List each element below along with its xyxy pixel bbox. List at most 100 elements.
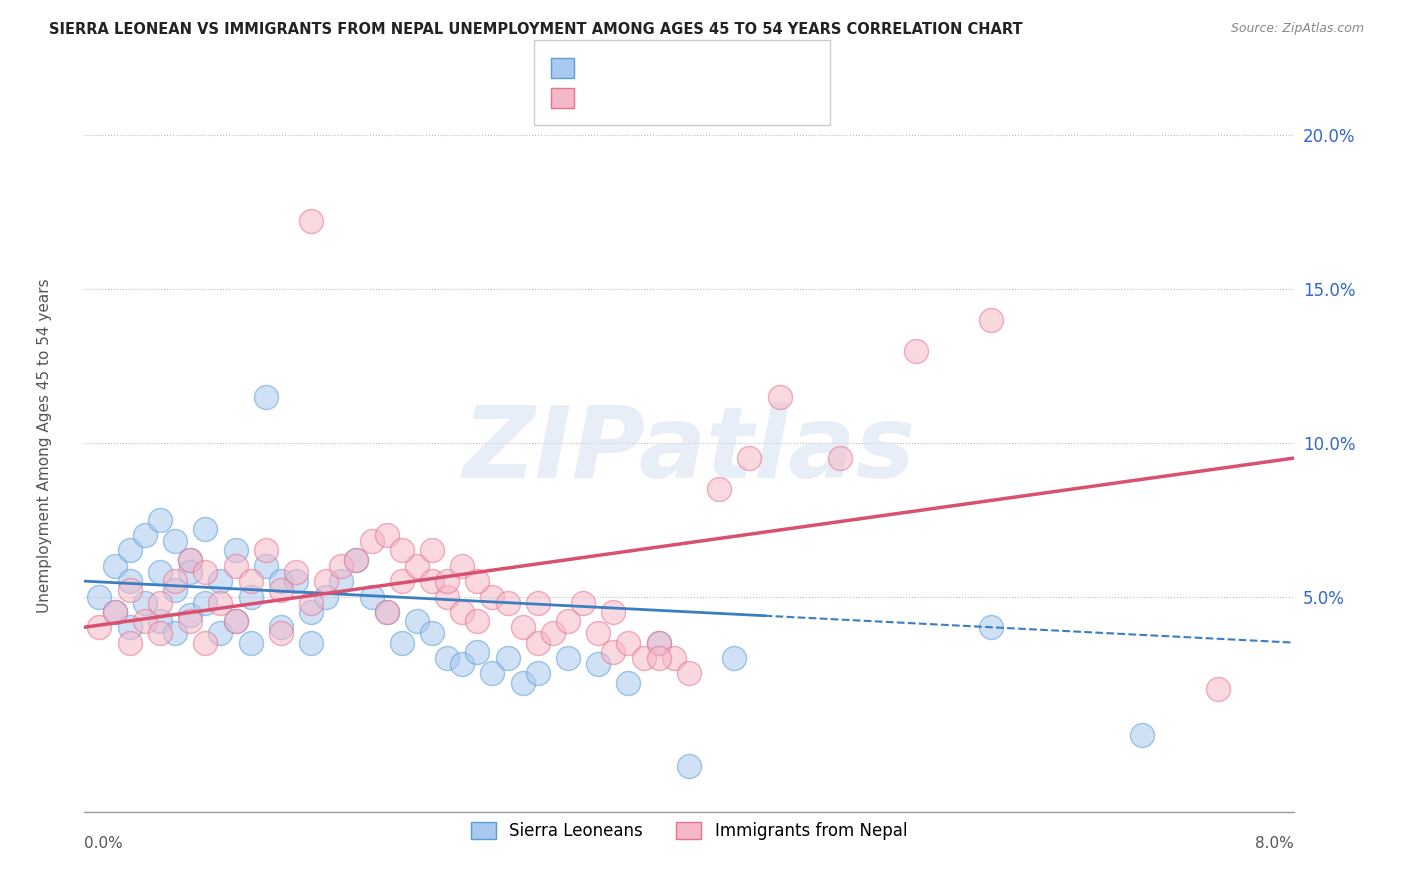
Point xyxy=(89,620,111,634)
Point xyxy=(512,675,534,690)
Point xyxy=(648,635,671,649)
Point xyxy=(980,620,1002,634)
Text: 63: 63 xyxy=(728,87,751,105)
Point xyxy=(134,614,156,628)
Point xyxy=(451,605,474,619)
Point xyxy=(225,614,247,628)
Point xyxy=(299,596,322,610)
Point xyxy=(678,758,700,772)
Point xyxy=(527,596,550,610)
Point xyxy=(391,635,413,649)
Point xyxy=(285,565,308,579)
Point xyxy=(375,605,398,619)
Point xyxy=(467,574,489,588)
Point xyxy=(209,596,232,610)
Point xyxy=(315,590,337,604)
Point xyxy=(299,214,322,228)
Text: N =: N = xyxy=(675,57,723,75)
Point xyxy=(830,451,852,466)
Point xyxy=(1206,681,1229,696)
Point xyxy=(557,651,579,665)
Text: Unemployment Among Ages 45 to 54 years: Unemployment Among Ages 45 to 54 years xyxy=(38,278,52,614)
Text: 0.387: 0.387 xyxy=(620,87,672,105)
Point xyxy=(572,596,595,610)
Text: SIERRA LEONEAN VS IMMIGRANTS FROM NEPAL UNEMPLOYMENT AMONG AGES 45 TO 54 YEARS C: SIERRA LEONEAN VS IMMIGRANTS FROM NEPAL … xyxy=(49,22,1022,37)
Point xyxy=(315,574,337,588)
Point xyxy=(980,313,1002,327)
Point xyxy=(165,574,187,588)
Point xyxy=(451,558,474,573)
Point xyxy=(1132,728,1154,742)
Point xyxy=(662,651,685,665)
Point xyxy=(617,675,640,690)
Point xyxy=(209,626,232,640)
Point xyxy=(541,626,564,640)
Point xyxy=(194,522,217,536)
Point xyxy=(89,590,111,604)
Point xyxy=(420,626,443,640)
Point xyxy=(149,626,172,640)
Point xyxy=(512,620,534,634)
Point xyxy=(481,666,503,681)
Point xyxy=(194,596,217,610)
Point xyxy=(118,620,141,634)
Point xyxy=(179,565,201,579)
Point xyxy=(285,574,308,588)
Point xyxy=(254,558,277,573)
Point xyxy=(467,645,489,659)
Point xyxy=(467,614,489,628)
Point xyxy=(633,651,655,665)
Point xyxy=(118,635,141,649)
Point xyxy=(617,635,640,649)
Point xyxy=(270,620,292,634)
Point xyxy=(179,607,201,622)
Point xyxy=(436,590,458,604)
Point xyxy=(239,590,262,604)
Point xyxy=(330,558,353,573)
Point xyxy=(299,605,322,619)
Point xyxy=(391,543,413,558)
Point xyxy=(179,614,201,628)
Point xyxy=(225,543,247,558)
Point xyxy=(738,451,761,466)
Point xyxy=(406,614,429,628)
Point xyxy=(149,513,172,527)
Text: -0.114: -0.114 xyxy=(620,57,679,75)
Point xyxy=(225,558,247,573)
Point xyxy=(149,596,172,610)
Point xyxy=(406,558,429,573)
Text: 55: 55 xyxy=(728,57,751,75)
Point xyxy=(134,528,156,542)
Point xyxy=(436,651,458,665)
Text: R =: R = xyxy=(583,87,620,105)
Point xyxy=(118,543,141,558)
Point xyxy=(239,574,262,588)
Point xyxy=(420,543,443,558)
Point xyxy=(104,605,127,619)
Point xyxy=(134,596,156,610)
Point xyxy=(904,343,927,358)
Point xyxy=(723,651,745,665)
Point xyxy=(194,635,217,649)
Point xyxy=(588,626,610,640)
Point xyxy=(648,651,671,665)
Point xyxy=(254,543,277,558)
Point xyxy=(165,626,187,640)
Text: R =: R = xyxy=(583,57,620,75)
Point xyxy=(104,605,127,619)
Legend: Sierra Leoneans, Immigrants from Nepal: Sierra Leoneans, Immigrants from Nepal xyxy=(464,815,914,847)
Point xyxy=(254,390,277,404)
Point xyxy=(481,590,503,604)
Point xyxy=(270,583,292,598)
Point xyxy=(420,574,443,588)
Point xyxy=(360,590,382,604)
Point xyxy=(194,565,217,579)
Point xyxy=(709,482,731,496)
Point xyxy=(179,552,201,566)
Point xyxy=(346,552,368,566)
Text: 8.0%: 8.0% xyxy=(1254,837,1294,851)
Point xyxy=(391,574,413,588)
Point xyxy=(602,605,624,619)
Point xyxy=(270,574,292,588)
Point xyxy=(165,583,187,598)
